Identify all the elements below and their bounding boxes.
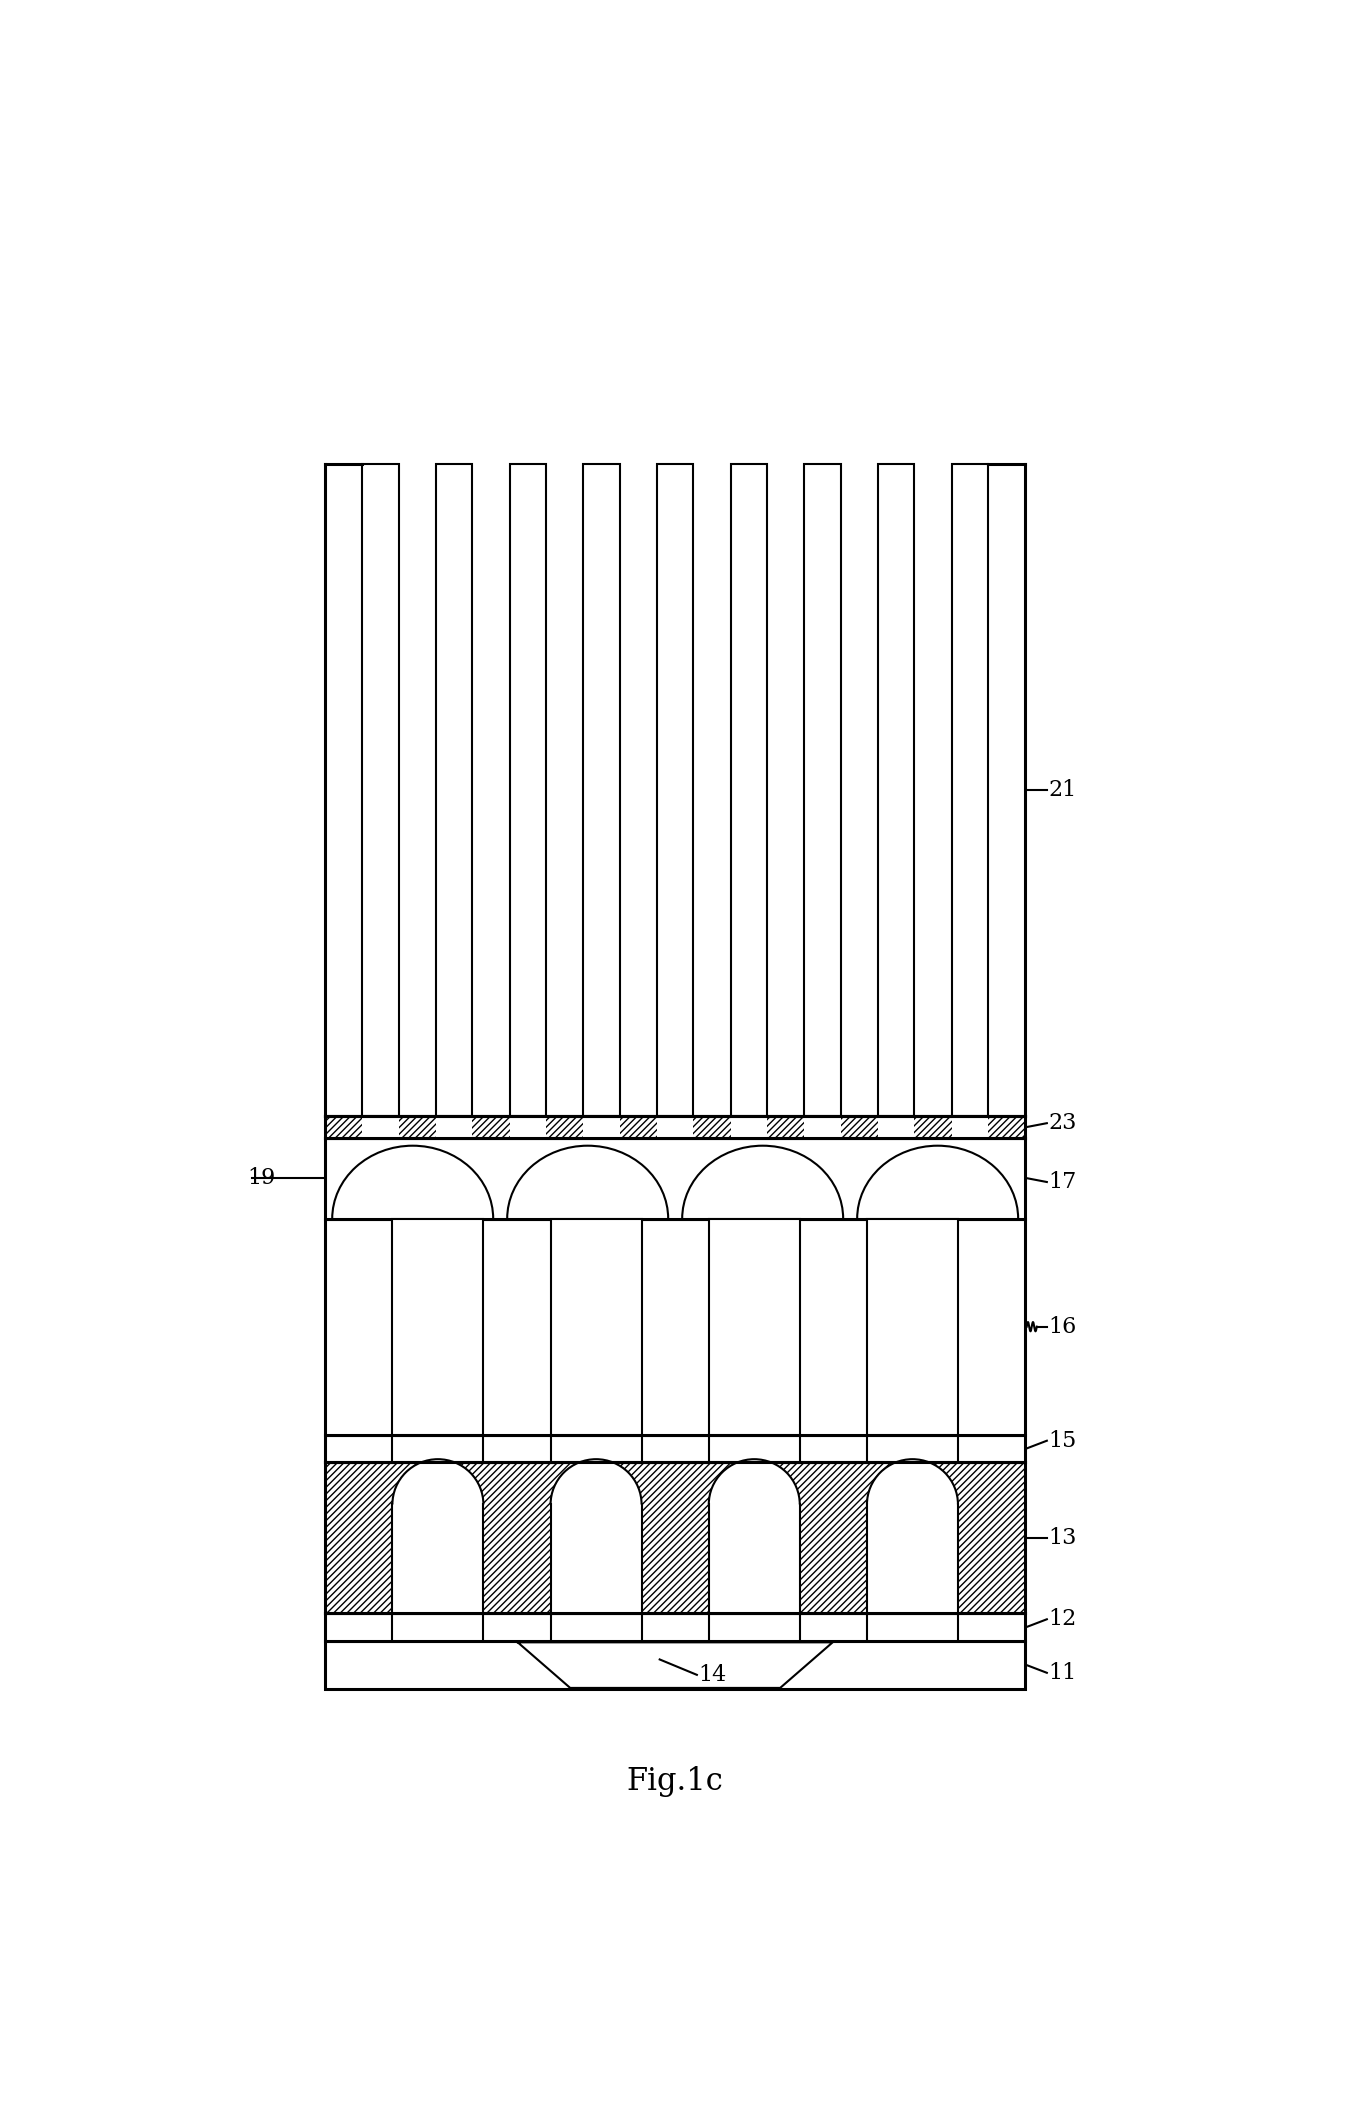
Bar [867, 1218, 958, 1436]
Bar [731, 1117, 767, 1138]
Bar [805, 464, 841, 1117]
Text: 13: 13 [1049, 1526, 1077, 1549]
Bar [325, 1640, 1026, 1689]
Bar [363, 464, 399, 1117]
Ellipse shape [550, 1459, 642, 1549]
Bar [325, 1117, 1026, 1138]
Bar [325, 1138, 1026, 1218]
Bar [325, 1463, 1026, 1613]
Text: 19: 19 [248, 1168, 276, 1189]
Bar [656, 1117, 693, 1138]
Text: 21: 21 [1049, 780, 1077, 801]
Text: 12: 12 [1049, 1608, 1077, 1629]
Bar [325, 1613, 1026, 1640]
Bar [392, 1218, 484, 1436]
Text: 17: 17 [1049, 1172, 1077, 1193]
Bar [952, 1117, 988, 1138]
Text: Fig.1c: Fig.1c [627, 1767, 724, 1798]
Bar [731, 464, 767, 1117]
Text: 14: 14 [698, 1663, 727, 1686]
Bar [325, 1436, 1026, 1463]
Text: 16: 16 [1049, 1315, 1077, 1339]
Bar [435, 464, 473, 1117]
Bar [709, 1505, 799, 1613]
Bar [878, 464, 914, 1117]
Text: 11: 11 [1049, 1661, 1077, 1684]
Bar [952, 464, 988, 1117]
Bar [584, 464, 620, 1117]
Bar [510, 1117, 546, 1138]
Text: 23: 23 [1049, 1113, 1077, 1134]
Ellipse shape [867, 1459, 958, 1549]
Bar [550, 1505, 642, 1613]
Text: 15: 15 [1049, 1429, 1077, 1452]
Bar [510, 464, 546, 1117]
Bar [709, 1218, 799, 1436]
Ellipse shape [392, 1459, 484, 1549]
Bar [435, 1117, 473, 1138]
Bar [805, 1117, 841, 1138]
Bar [584, 1117, 620, 1138]
Bar [656, 464, 693, 1117]
Bar [550, 1218, 642, 1436]
Bar [867, 1505, 958, 1613]
Bar [878, 1117, 914, 1138]
Ellipse shape [709, 1459, 799, 1549]
Bar [325, 1218, 1026, 1436]
Bar [363, 1117, 399, 1138]
Bar [325, 464, 1026, 1117]
Bar [392, 1505, 484, 1613]
